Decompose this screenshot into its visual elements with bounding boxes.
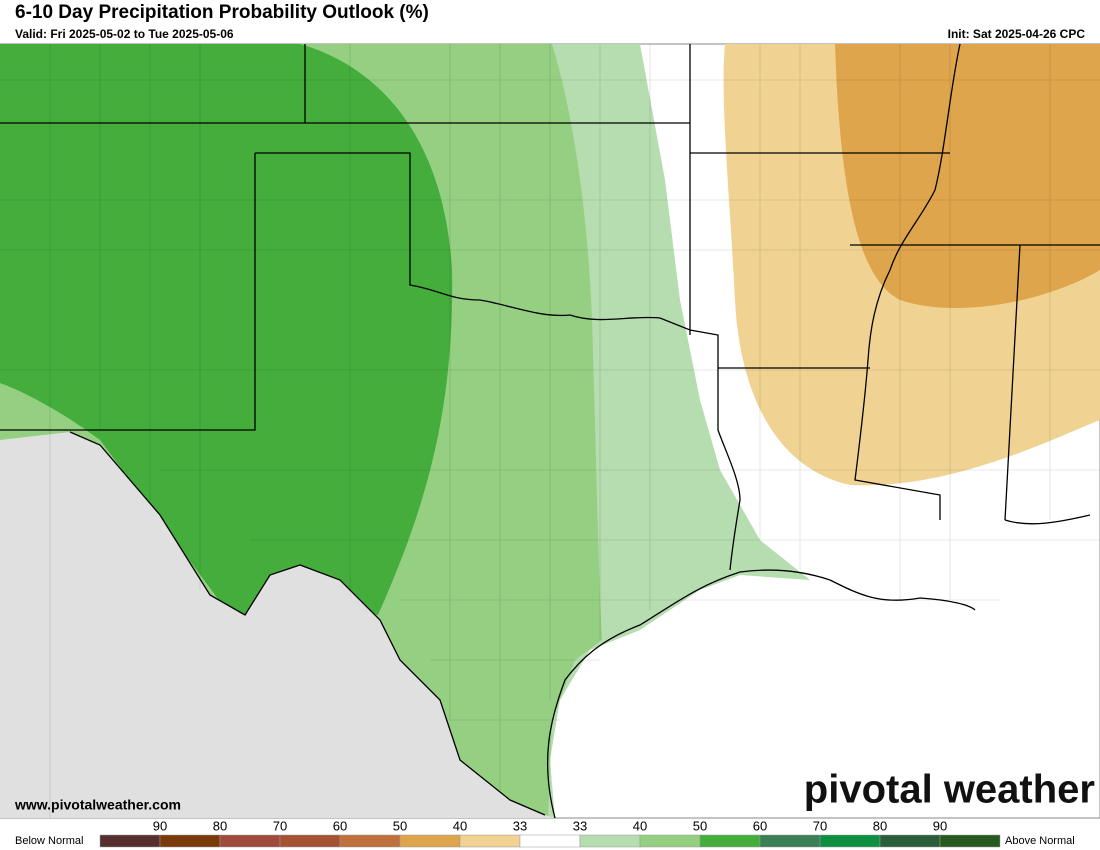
legend-label: 50 — [393, 818, 407, 833]
legend-label: 33 — [573, 818, 587, 833]
legend-swatch — [819, 834, 881, 848]
state-borders — [0, 43, 1100, 816]
legend-label: 40 — [633, 818, 647, 833]
legend-label: 40 — [453, 818, 467, 833]
below-40-region — [835, 44, 1100, 309]
no-data-region — [0, 432, 555, 818]
website: www.pivotalweather.com — [14, 797, 181, 813]
legend-swatch — [459, 834, 521, 848]
legend-label: 70 — [813, 818, 827, 833]
init-time: Init: Sat 2025-04-26 CPC — [948, 27, 1086, 41]
brand-logo: pivotal weather — [804, 768, 1095, 812]
legend-swatch — [219, 834, 281, 848]
coastline — [546, 514, 1091, 819]
legend-label: 50 — [693, 818, 707, 833]
above-50-region — [0, 44, 453, 615]
above-normal-label: Above Normal — [1005, 835, 1075, 847]
legend-swatch — [399, 834, 461, 848]
legend-swatch — [99, 834, 161, 848]
legend-swatch — [879, 834, 941, 848]
legend-swatch — [939, 834, 1001, 848]
legend-swatch — [639, 834, 701, 848]
legend-label: 90 — [933, 818, 947, 833]
legend-label: 60 — [333, 818, 347, 833]
legend-swatch — [579, 834, 641, 848]
legend-swatch — [159, 834, 221, 848]
legend-swatch — [339, 834, 401, 848]
title: 6-10 Day Precipitation Probability Outlo… — [15, 2, 429, 23]
legend-swatch — [759, 834, 821, 848]
legend-label: 60 — [753, 818, 767, 833]
legend-label: 80 — [213, 818, 227, 833]
legend-swatch — [519, 834, 581, 848]
legend: 90 80 70 60 50 40 33 33 40 50 60 70 80 90 — [99, 818, 1001, 848]
legend-label: 33 — [513, 818, 527, 833]
legend-swatch — [279, 834, 341, 848]
legend-label: 80 — [873, 818, 887, 833]
map — [0, 43, 1100, 819]
county-lines — [0, 44, 1100, 818]
legend-swatch — [699, 834, 761, 848]
legend-label: 90 — [153, 818, 167, 833]
valid-time: Valid: Fri 2025-05-02 to Tue 2025-05-06 — [15, 27, 234, 41]
legend-label: 70 — [273, 818, 287, 833]
below-normal-label: Below Normal — [15, 835, 83, 847]
